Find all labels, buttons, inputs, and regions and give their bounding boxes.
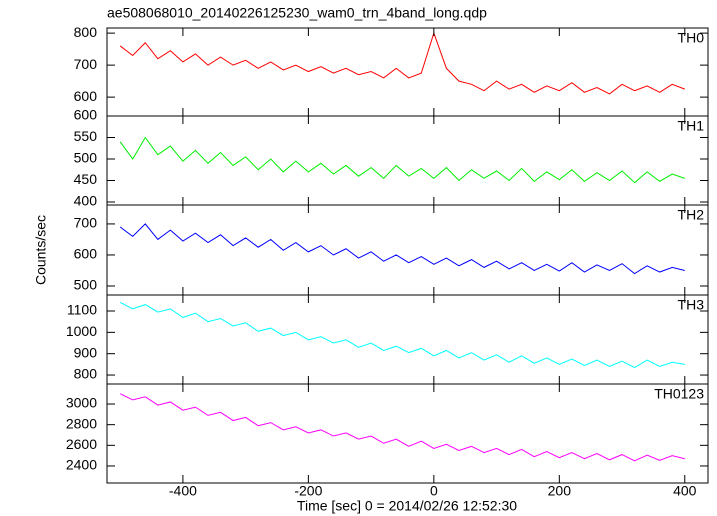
x-axis-label: Time [sec] 0 = 2014/02/26 12:52:30 <box>297 498 517 514</box>
y-tick-label: 2400 <box>66 457 97 473</box>
data-line <box>119 136 685 184</box>
data-line <box>119 393 685 462</box>
y-tick-label: 3000 <box>66 395 97 411</box>
panel-label: TH0 <box>678 30 705 46</box>
y-tick-label: 600 <box>74 88 98 104</box>
x-tick-label: 0 <box>430 483 438 499</box>
panel-label: TH0123 <box>654 386 704 402</box>
y-tick-label: 2600 <box>66 436 97 452</box>
x-tick-label: -200 <box>294 483 322 499</box>
panel-frame <box>106 27 709 117</box>
y-tick-label: 400 <box>74 193 98 209</box>
data-line <box>119 302 685 369</box>
data-line <box>119 223 685 275</box>
y-tick-label: 500 <box>74 150 98 166</box>
panel-frame <box>106 115 709 206</box>
y-tick-label: 800 <box>74 366 98 382</box>
panel-label: TH1 <box>678 118 705 134</box>
y-tick-label: 550 <box>74 128 98 144</box>
data-line <box>119 31 685 95</box>
panel-label: TH3 <box>678 297 705 313</box>
panel-frame <box>106 383 709 484</box>
y-tick-label: 1000 <box>66 323 97 339</box>
panel-frame <box>106 204 709 296</box>
x-tick-label: 200 <box>548 483 572 499</box>
y-tick-label: 450 <box>74 171 98 187</box>
chart-title: ae508068010_20140226125230_wam0_trn_4ban… <box>107 5 487 21</box>
x-tick-label: 400 <box>673 483 697 499</box>
panel-frame <box>106 294 709 385</box>
panel-label: TH2 <box>678 207 705 223</box>
y-axis-label: Counts/sec <box>33 215 49 285</box>
x-tick-label: -400 <box>169 483 197 499</box>
y-tick-label: 700 <box>74 56 98 72</box>
y-tick-label: 800 <box>74 24 98 40</box>
y-tick-label: 600 <box>74 246 98 262</box>
y-tick-label: 600 <box>74 107 98 123</box>
y-tick-label: 500 <box>74 277 98 293</box>
y-tick-label: 900 <box>74 344 98 360</box>
y-tick-label: 700 <box>74 215 98 231</box>
y-tick-label: 2800 <box>66 415 97 431</box>
y-tick-label: 1100 <box>67 302 97 318</box>
